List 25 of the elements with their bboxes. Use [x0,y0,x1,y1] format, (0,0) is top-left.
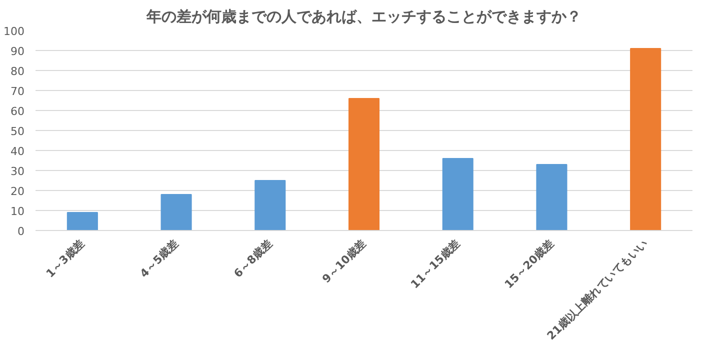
bar [630,48,662,230]
y-tick-label: 60 [10,105,25,118]
bar [254,180,286,230]
bar [536,164,568,230]
bar [348,98,380,230]
bar [66,212,98,230]
x-tick-label: 15～20歳差 [502,236,556,292]
x-tick-label: 1～3歳差 [44,236,88,280]
y-tick-label: 100 [4,25,25,38]
x-tick-label: 9～10歳差 [320,236,369,286]
bar [442,158,474,230]
y-tick-label: 30 [10,165,25,178]
x-tick-label: 6～8歳差 [231,236,275,280]
y-tick-label: 20 [10,185,25,198]
y-tick-label: 80 [10,65,25,78]
y-tick-label: 40 [10,145,25,158]
y-tick-label: 90 [10,45,25,58]
x-tick-label: 4～5歳差 [138,236,181,280]
y-tick-label: 0 [18,225,24,238]
y-tick-label: 70 [10,85,25,98]
bar [160,194,192,230]
x-tick-label: 11～15歳差 [408,236,462,292]
y-tick-label: 50 [10,125,25,138]
chart-title: 年の差が何歳までの人であれば、エッチすることができますか？ [146,8,582,26]
y-tick-label: 10 [10,205,25,218]
